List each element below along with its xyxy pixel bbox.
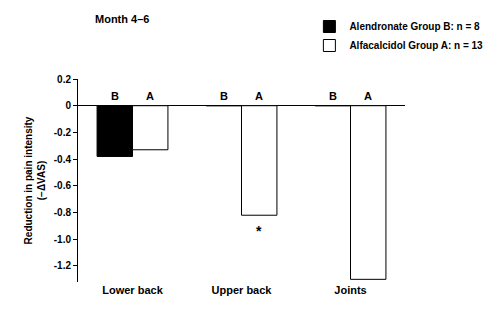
svg-text:0.2: 0.2: [57, 74, 71, 85]
svg-text:-0.2: -0.2: [54, 127, 72, 138]
svg-text:Joints: Joints: [334, 284, 366, 296]
svg-text:Upper back: Upper back: [212, 284, 273, 296]
svg-text:-1.2: -1.2: [54, 260, 72, 271]
svg-text:Reduction in pain intensity(−Δ: Reduction in pain intensity(−ΔVAS): [23, 116, 47, 244]
svg-text:-1.0: -1.0: [54, 234, 72, 245]
svg-text:A: A: [255, 90, 263, 102]
svg-text:A: A: [146, 90, 154, 102]
svg-text:*: *: [256, 223, 262, 239]
svg-text:-0.4: -0.4: [54, 154, 72, 165]
svg-text:B: B: [329, 90, 337, 102]
svg-text:Lower back: Lower back: [102, 284, 163, 296]
svg-text:-0.6: -0.6: [54, 180, 72, 191]
svg-text:B: B: [220, 90, 228, 102]
svg-text:Alfacalcidol Group A: n = 13: Alfacalcidol Group A: n = 13: [349, 40, 483, 51]
svg-text:0: 0: [65, 100, 71, 111]
svg-text:-0.8: -0.8: [54, 207, 72, 218]
svg-text:Alendronate Group B: n = 8: Alendronate Group B: n = 8: [349, 21, 480, 32]
svg-text:Month 4–6: Month 4–6: [95, 13, 149, 25]
svg-text:B: B: [111, 90, 119, 102]
svg-text:A: A: [364, 90, 372, 102]
